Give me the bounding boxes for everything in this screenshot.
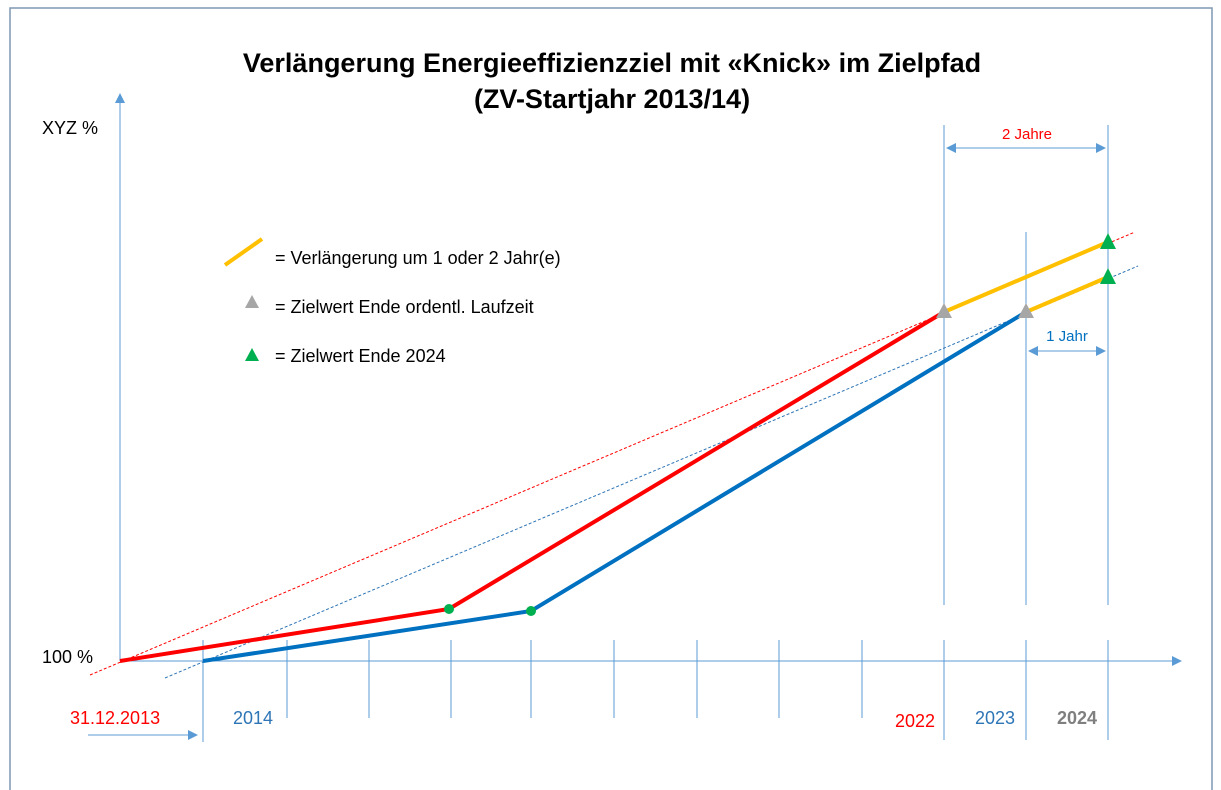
- ticks: [202, 125, 1109, 742]
- y-start: 100 %: [42, 647, 93, 667]
- blue-trend: [164, 265, 1139, 679]
- legend-line: [223, 237, 264, 267]
- frame: [9, 7, 1213, 790]
- green-marker: [1100, 233, 1116, 249]
- gray-marker: [936, 303, 952, 318]
- knick-blue: [526, 606, 536, 616]
- x-label: 2014: [233, 708, 273, 728]
- x-label: 31.12.2013: [70, 708, 160, 728]
- x-label: 2024: [1057, 708, 1097, 728]
- legend-text: = Zielwert Ende 2024: [275, 346, 446, 366]
- legend-marker: [245, 295, 259, 308]
- span-label: 1 Jahr: [1046, 328, 1088, 345]
- green-marker: [1100, 268, 1116, 284]
- knick-red: [444, 604, 454, 614]
- subtitle: (ZV-Startjahr 2013/14): [474, 84, 750, 114]
- x-label: 2022: [895, 711, 935, 731]
- y-label: XYZ %: [42, 118, 98, 138]
- blue-extension: [1025, 275, 1109, 314]
- title: Verlängerung Energieeffizienzziel mit «K…: [243, 48, 981, 78]
- legend-text: = Verlängerung um 1 oder 2 Jahr(e): [275, 248, 561, 268]
- span-label: 2 Jahre: [1002, 126, 1052, 143]
- gray-marker: [1018, 303, 1034, 318]
- x-label: 2023: [975, 708, 1015, 728]
- red-extension: [943, 240, 1109, 314]
- legend-marker: [245, 348, 259, 361]
- legend-text: = Zielwert Ende ordentl. Laufzeit: [275, 297, 534, 317]
